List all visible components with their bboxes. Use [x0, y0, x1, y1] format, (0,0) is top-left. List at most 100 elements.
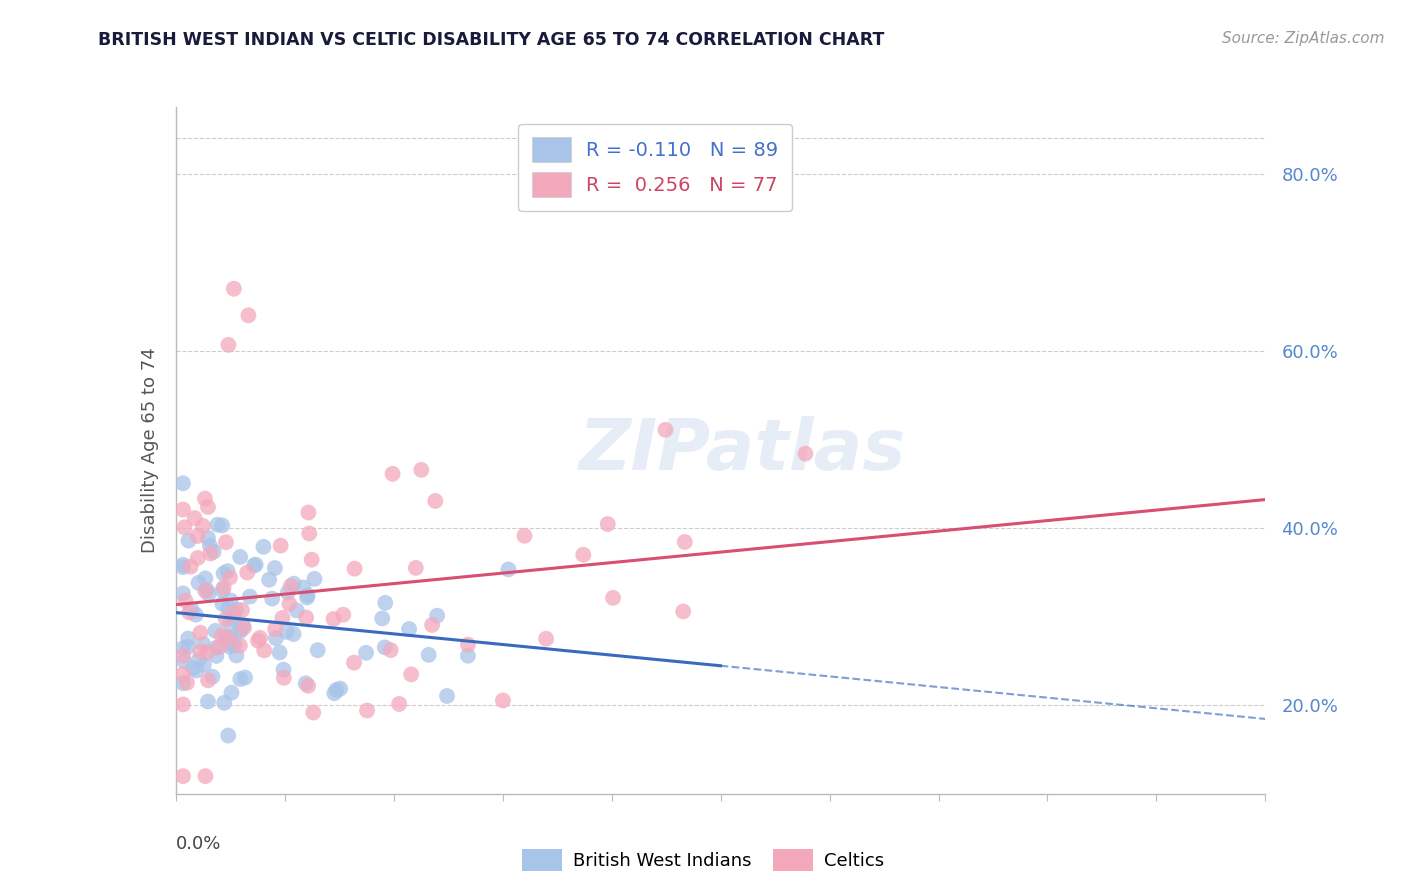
- Point: [271, 611, 294, 625]
- Point: [172, 698, 194, 712]
- Point: [673, 535, 696, 549]
- Point: [186, 664, 208, 678]
- Point: [229, 624, 252, 639]
- Point: [219, 593, 242, 607]
- Point: [218, 616, 240, 631]
- Point: [343, 656, 366, 670]
- Point: [194, 491, 217, 506]
- Point: [172, 560, 194, 574]
- Point: [172, 769, 194, 783]
- Point: [205, 640, 228, 655]
- Point: [194, 769, 217, 783]
- Point: [172, 667, 194, 681]
- Point: [204, 624, 226, 638]
- Point: [212, 581, 235, 595]
- Point: [225, 648, 247, 663]
- Point: [181, 661, 204, 675]
- Point: [257, 573, 280, 587]
- Point: [297, 588, 319, 602]
- Point: [202, 544, 225, 558]
- Point: [190, 644, 212, 658]
- Point: [193, 657, 215, 672]
- Point: [215, 535, 238, 549]
- Point: [174, 593, 197, 607]
- Point: [215, 630, 238, 644]
- Point: [236, 566, 259, 580]
- Point: [794, 447, 817, 461]
- Point: [371, 611, 394, 625]
- Point: [283, 627, 305, 641]
- Point: [322, 612, 344, 626]
- Point: [187, 550, 209, 565]
- Point: [304, 572, 326, 586]
- Point: [323, 686, 346, 700]
- Point: [229, 672, 252, 686]
- Point: [374, 640, 396, 655]
- Point: [252, 540, 274, 554]
- Point: [229, 549, 252, 564]
- Point: [298, 526, 321, 541]
- Point: [217, 601, 239, 615]
- Point: [232, 618, 254, 632]
- Point: [212, 696, 235, 710]
- Point: [269, 645, 291, 659]
- Point: [172, 648, 194, 663]
- Point: [457, 638, 479, 652]
- Point: [283, 576, 305, 591]
- Point: [273, 663, 295, 677]
- Point: [191, 637, 214, 651]
- Point: [243, 558, 266, 573]
- Point: [197, 645, 219, 659]
- Point: [201, 670, 224, 684]
- Point: [457, 648, 479, 663]
- Text: Source: ZipAtlas.com: Source: ZipAtlas.com: [1222, 31, 1385, 46]
- Point: [172, 676, 194, 690]
- Point: [211, 583, 233, 598]
- Point: [172, 586, 194, 600]
- Legend: R = -0.110   N = 89, R =  0.256   N = 77: R = -0.110 N = 89, R = 0.256 N = 77: [519, 124, 792, 211]
- Point: [198, 539, 221, 553]
- Point: [215, 612, 238, 626]
- Point: [217, 729, 239, 743]
- Point: [425, 494, 447, 508]
- Point: [217, 338, 239, 352]
- Point: [420, 618, 443, 632]
- Point: [222, 612, 245, 626]
- Point: [212, 566, 235, 581]
- Point: [492, 693, 515, 707]
- Point: [253, 643, 276, 657]
- Point: [388, 697, 411, 711]
- Point: [380, 643, 402, 657]
- Point: [221, 638, 243, 652]
- Point: [233, 671, 256, 685]
- Point: [176, 675, 198, 690]
- Point: [264, 631, 287, 645]
- Point: [374, 596, 396, 610]
- Point: [249, 631, 271, 645]
- Point: [172, 502, 194, 516]
- Point: [436, 689, 458, 703]
- Point: [200, 547, 222, 561]
- Point: [264, 622, 287, 636]
- Point: [672, 604, 695, 618]
- Point: [197, 673, 219, 688]
- Point: [297, 506, 319, 520]
- Point: [197, 531, 219, 545]
- Point: [343, 562, 366, 576]
- Point: [173, 520, 195, 534]
- Point: [173, 654, 195, 668]
- Point: [295, 591, 318, 605]
- Point: [399, 667, 422, 681]
- Point: [329, 681, 352, 696]
- Point: [229, 623, 252, 637]
- Point: [572, 548, 595, 562]
- Point: [177, 533, 200, 548]
- Point: [270, 539, 292, 553]
- Point: [194, 571, 217, 585]
- Point: [180, 602, 202, 616]
- Point: [426, 608, 449, 623]
- Point: [183, 511, 205, 525]
- Point: [197, 694, 219, 708]
- Point: [418, 648, 440, 662]
- Point: [225, 602, 247, 616]
